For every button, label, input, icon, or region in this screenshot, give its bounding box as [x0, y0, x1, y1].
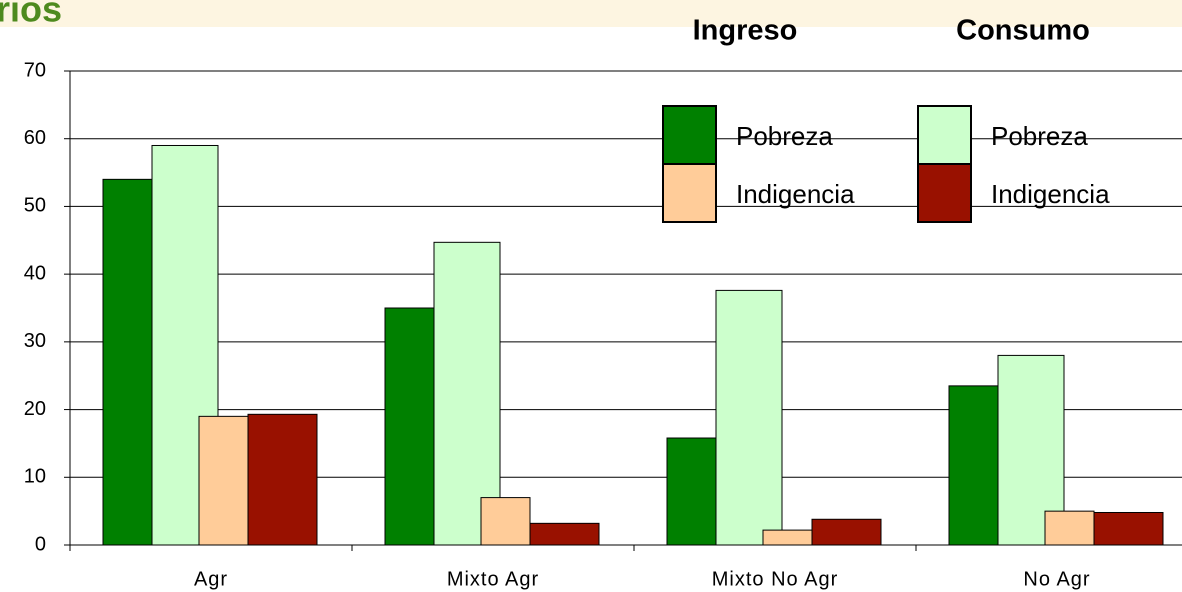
legend-label: Indigencia: [736, 179, 855, 209]
y-tick-label: 40: [24, 262, 46, 284]
legend-swatch: [662, 163, 717, 223]
x-tick-label: Mixto No Agr: [712, 568, 838, 590]
bar: [811, 518, 882, 546]
bar: [715, 289, 783, 546]
bar: [1044, 510, 1095, 546]
y-tick-label: 60: [24, 127, 46, 149]
y-tick-label: 20: [24, 398, 46, 420]
legend-label: Pobreza: [991, 121, 1088, 151]
legend-label: Pobreza: [736, 121, 833, 151]
x-tick-label: Agr: [194, 568, 228, 590]
bar: [480, 497, 531, 546]
y-tick-label: 50: [24, 195, 46, 217]
title-band: [0, 0, 1182, 27]
legend-label: Indigencia: [991, 179, 1110, 209]
legend-swatch: [917, 105, 972, 165]
legend-swatch: [662, 105, 717, 165]
bar: [384, 307, 435, 546]
legend-group: Consumo: [956, 15, 1090, 47]
y-tick-label: 70: [24, 59, 46, 81]
y-tick-label: 10: [24, 466, 46, 488]
y-tick-label: 30: [24, 330, 46, 352]
bar: [1093, 511, 1164, 546]
bar: [762, 529, 813, 546]
x-tick-label: Mixto Agr: [447, 568, 539, 590]
legend-group: Ingreso: [693, 15, 798, 47]
bar: [247, 413, 318, 546]
bar: [102, 178, 153, 546]
bar: [198, 415, 249, 546]
bar: [529, 522, 600, 546]
chart-title: rios: [0, 0, 62, 30]
bar: [948, 385, 999, 546]
y-tick-label: 0: [35, 533, 46, 555]
legend-swatch: [917, 163, 972, 223]
bar: [666, 437, 717, 546]
x-tick-label: No Agr: [1023, 568, 1090, 590]
